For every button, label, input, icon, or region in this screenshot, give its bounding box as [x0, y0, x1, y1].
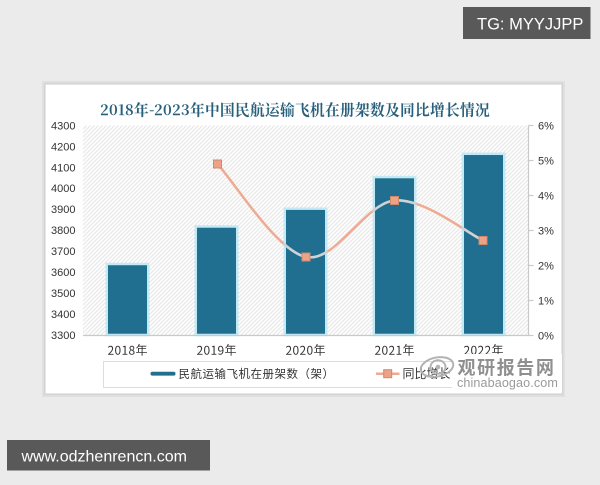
svg-text:3%: 3%: [538, 225, 554, 237]
svg-text:6%: 6%: [538, 120, 554, 132]
svg-text:3700: 3700: [51, 246, 75, 258]
svg-text:chinabaogao.com: chinabaogao.com: [457, 376, 558, 390]
svg-text:3300: 3300: [51, 330, 75, 342]
svg-text:www.odzhenrencn.com: www.odzhenrencn.com: [21, 449, 187, 466]
svg-text:4300: 4300: [51, 120, 75, 132]
svg-text:4000: 4000: [51, 183, 75, 195]
svg-text:4100: 4100: [51, 162, 75, 174]
svg-text:2%: 2%: [538, 260, 554, 272]
svg-text:3400: 3400: [51, 309, 75, 321]
svg-text:3500: 3500: [51, 288, 75, 300]
svg-text:3600: 3600: [51, 267, 75, 279]
svg-text:1%: 1%: [538, 295, 554, 307]
svg-text:4200: 4200: [51, 141, 75, 153]
svg-text:5%: 5%: [538, 155, 554, 167]
svg-text:4%: 4%: [538, 190, 554, 202]
svg-text:0%: 0%: [538, 330, 554, 342]
svg-text:3800: 3800: [51, 225, 75, 237]
svg-text:TG: MYYJJPP: TG: MYYJJPP: [477, 16, 583, 34]
svg-text:3900: 3900: [51, 204, 75, 216]
